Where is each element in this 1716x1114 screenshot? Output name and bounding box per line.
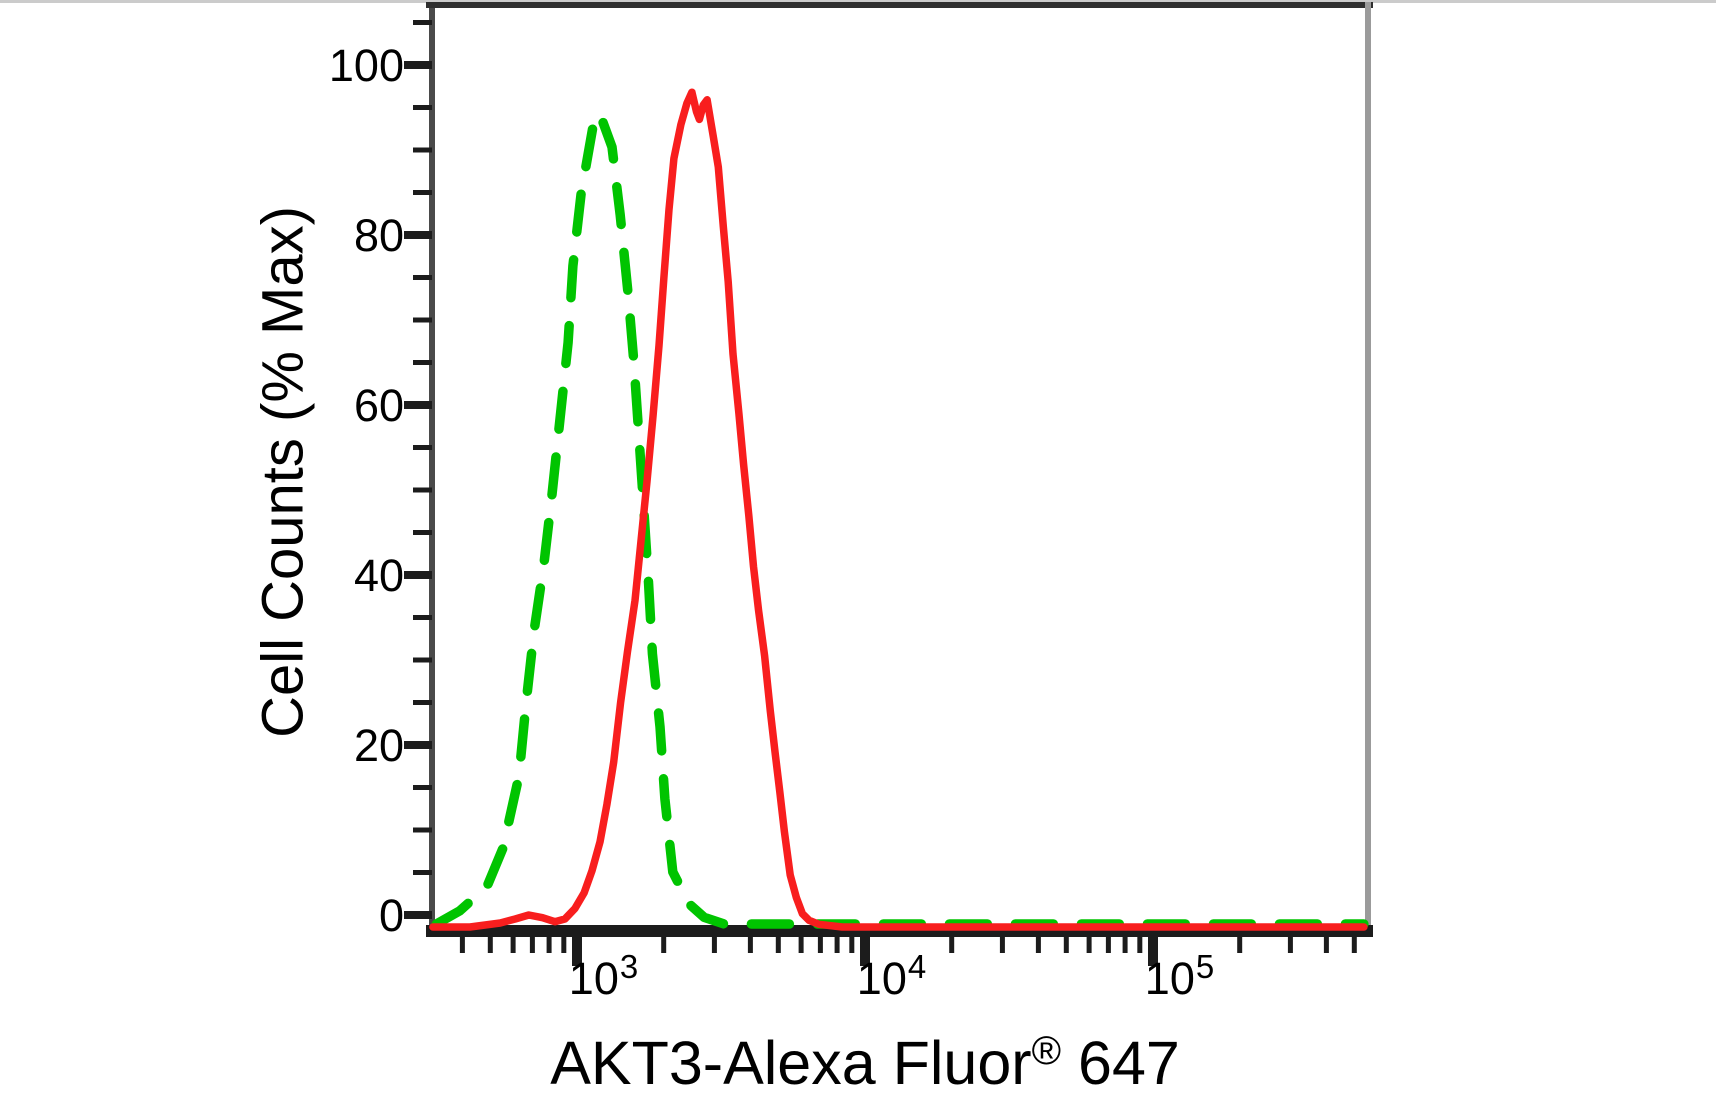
- x-minor-tick: [1035, 937, 1041, 953]
- y-major-tick: [404, 911, 432, 919]
- x-axis-title-suffix: 647: [1061, 1029, 1180, 1097]
- y-minor-tick: [413, 657, 432, 663]
- y-minor-tick: [413, 317, 432, 323]
- x-minor-tick: [999, 937, 1005, 953]
- x-minor-tick: [661, 937, 667, 953]
- y-minor-tick: [413, 445, 432, 450]
- y-minor-tick: [413, 700, 432, 705]
- x-major-tick: [1148, 937, 1158, 966]
- x-minor-tick: [487, 937, 493, 953]
- y-minor-tick: [413, 870, 432, 875]
- y-minor-tick: [413, 530, 432, 535]
- y-tick-label-0: 0: [378, 890, 404, 941]
- x-minor-tick: [798, 937, 804, 953]
- right-spine: [1365, 2, 1371, 932]
- x-minor-tick: [817, 937, 823, 953]
- y-tick-label-40: 40: [353, 550, 404, 601]
- x-minor-tick: [1351, 937, 1357, 953]
- x-minor-tick: [711, 937, 717, 953]
- y-minor-tick: [413, 827, 432, 833]
- x-tick-label-10e3: 103: [568, 948, 639, 1004]
- top-border-line: [0, 0, 1716, 3]
- x-minor-tick: [1287, 937, 1293, 953]
- series-green-dashed: [431, 108, 1369, 929]
- x-minor-tick: [459, 937, 465, 953]
- x-axis-title: AKT3-Alexa Fluor® 647: [550, 1028, 1180, 1098]
- y-minor-tick: [413, 190, 432, 195]
- x-minor-tick: [1063, 937, 1069, 953]
- x-minor-tick: [561, 937, 567, 953]
- x-minor-tick: [1086, 937, 1092, 953]
- x-minor-tick: [1137, 937, 1143, 953]
- x-tick-label-10e4: 104: [856, 948, 927, 1004]
- x-minor-tick: [529, 937, 535, 953]
- y-tick-label-20: 20: [353, 720, 404, 771]
- x-axis-title-main: AKT3-Alexa Fluor: [550, 1029, 1032, 1097]
- y-tick-label-80: 80: [353, 210, 404, 261]
- x-minor-tick: [949, 937, 955, 953]
- y-minor-tick: [413, 105, 432, 110]
- y-minor-tick: [413, 487, 432, 493]
- x-major-tick: [572, 937, 582, 966]
- x-minor-tick: [834, 937, 840, 953]
- x-major-tick: [860, 937, 870, 966]
- y-axis-spine: [429, 2, 435, 935]
- y-axis-title: Cell Counts (% Max): [250, 206, 316, 738]
- y-tick-label-60: 60: [353, 380, 404, 431]
- y-minor-tick: [413, 147, 432, 153]
- y-tick-label-100: 100: [328, 40, 404, 91]
- y-minor-tick: [413, 615, 432, 620]
- x-minor-tick: [1237, 937, 1243, 953]
- registered-trademark-symbol: ®: [1031, 1029, 1062, 1073]
- y-major-tick: [404, 571, 432, 579]
- y-minor-tick: [413, 785, 432, 790]
- x-tick-label-10e5: 105: [1144, 948, 1215, 1004]
- x-minor-tick: [747, 937, 753, 953]
- series-red-solid: [429, 88, 1368, 931]
- x-minor-tick: [775, 937, 781, 953]
- x-minor-tick: [546, 937, 552, 953]
- x-minor-tick: [1323, 937, 1329, 953]
- y-major-tick: [404, 401, 432, 409]
- y-minor-tick: [413, 20, 432, 25]
- y-major-tick: [404, 741, 432, 749]
- y-major-tick: [404, 231, 432, 239]
- y-major-tick: [404, 61, 432, 69]
- x-minor-tick: [1122, 937, 1128, 953]
- x-minor-tick: [510, 937, 516, 953]
- y-minor-tick: [413, 360, 432, 365]
- x-minor-tick: [849, 937, 855, 953]
- y-minor-tick: [413, 275, 432, 280]
- top-spine: [426, 2, 1373, 8]
- x-minor-tick: [1105, 937, 1111, 953]
